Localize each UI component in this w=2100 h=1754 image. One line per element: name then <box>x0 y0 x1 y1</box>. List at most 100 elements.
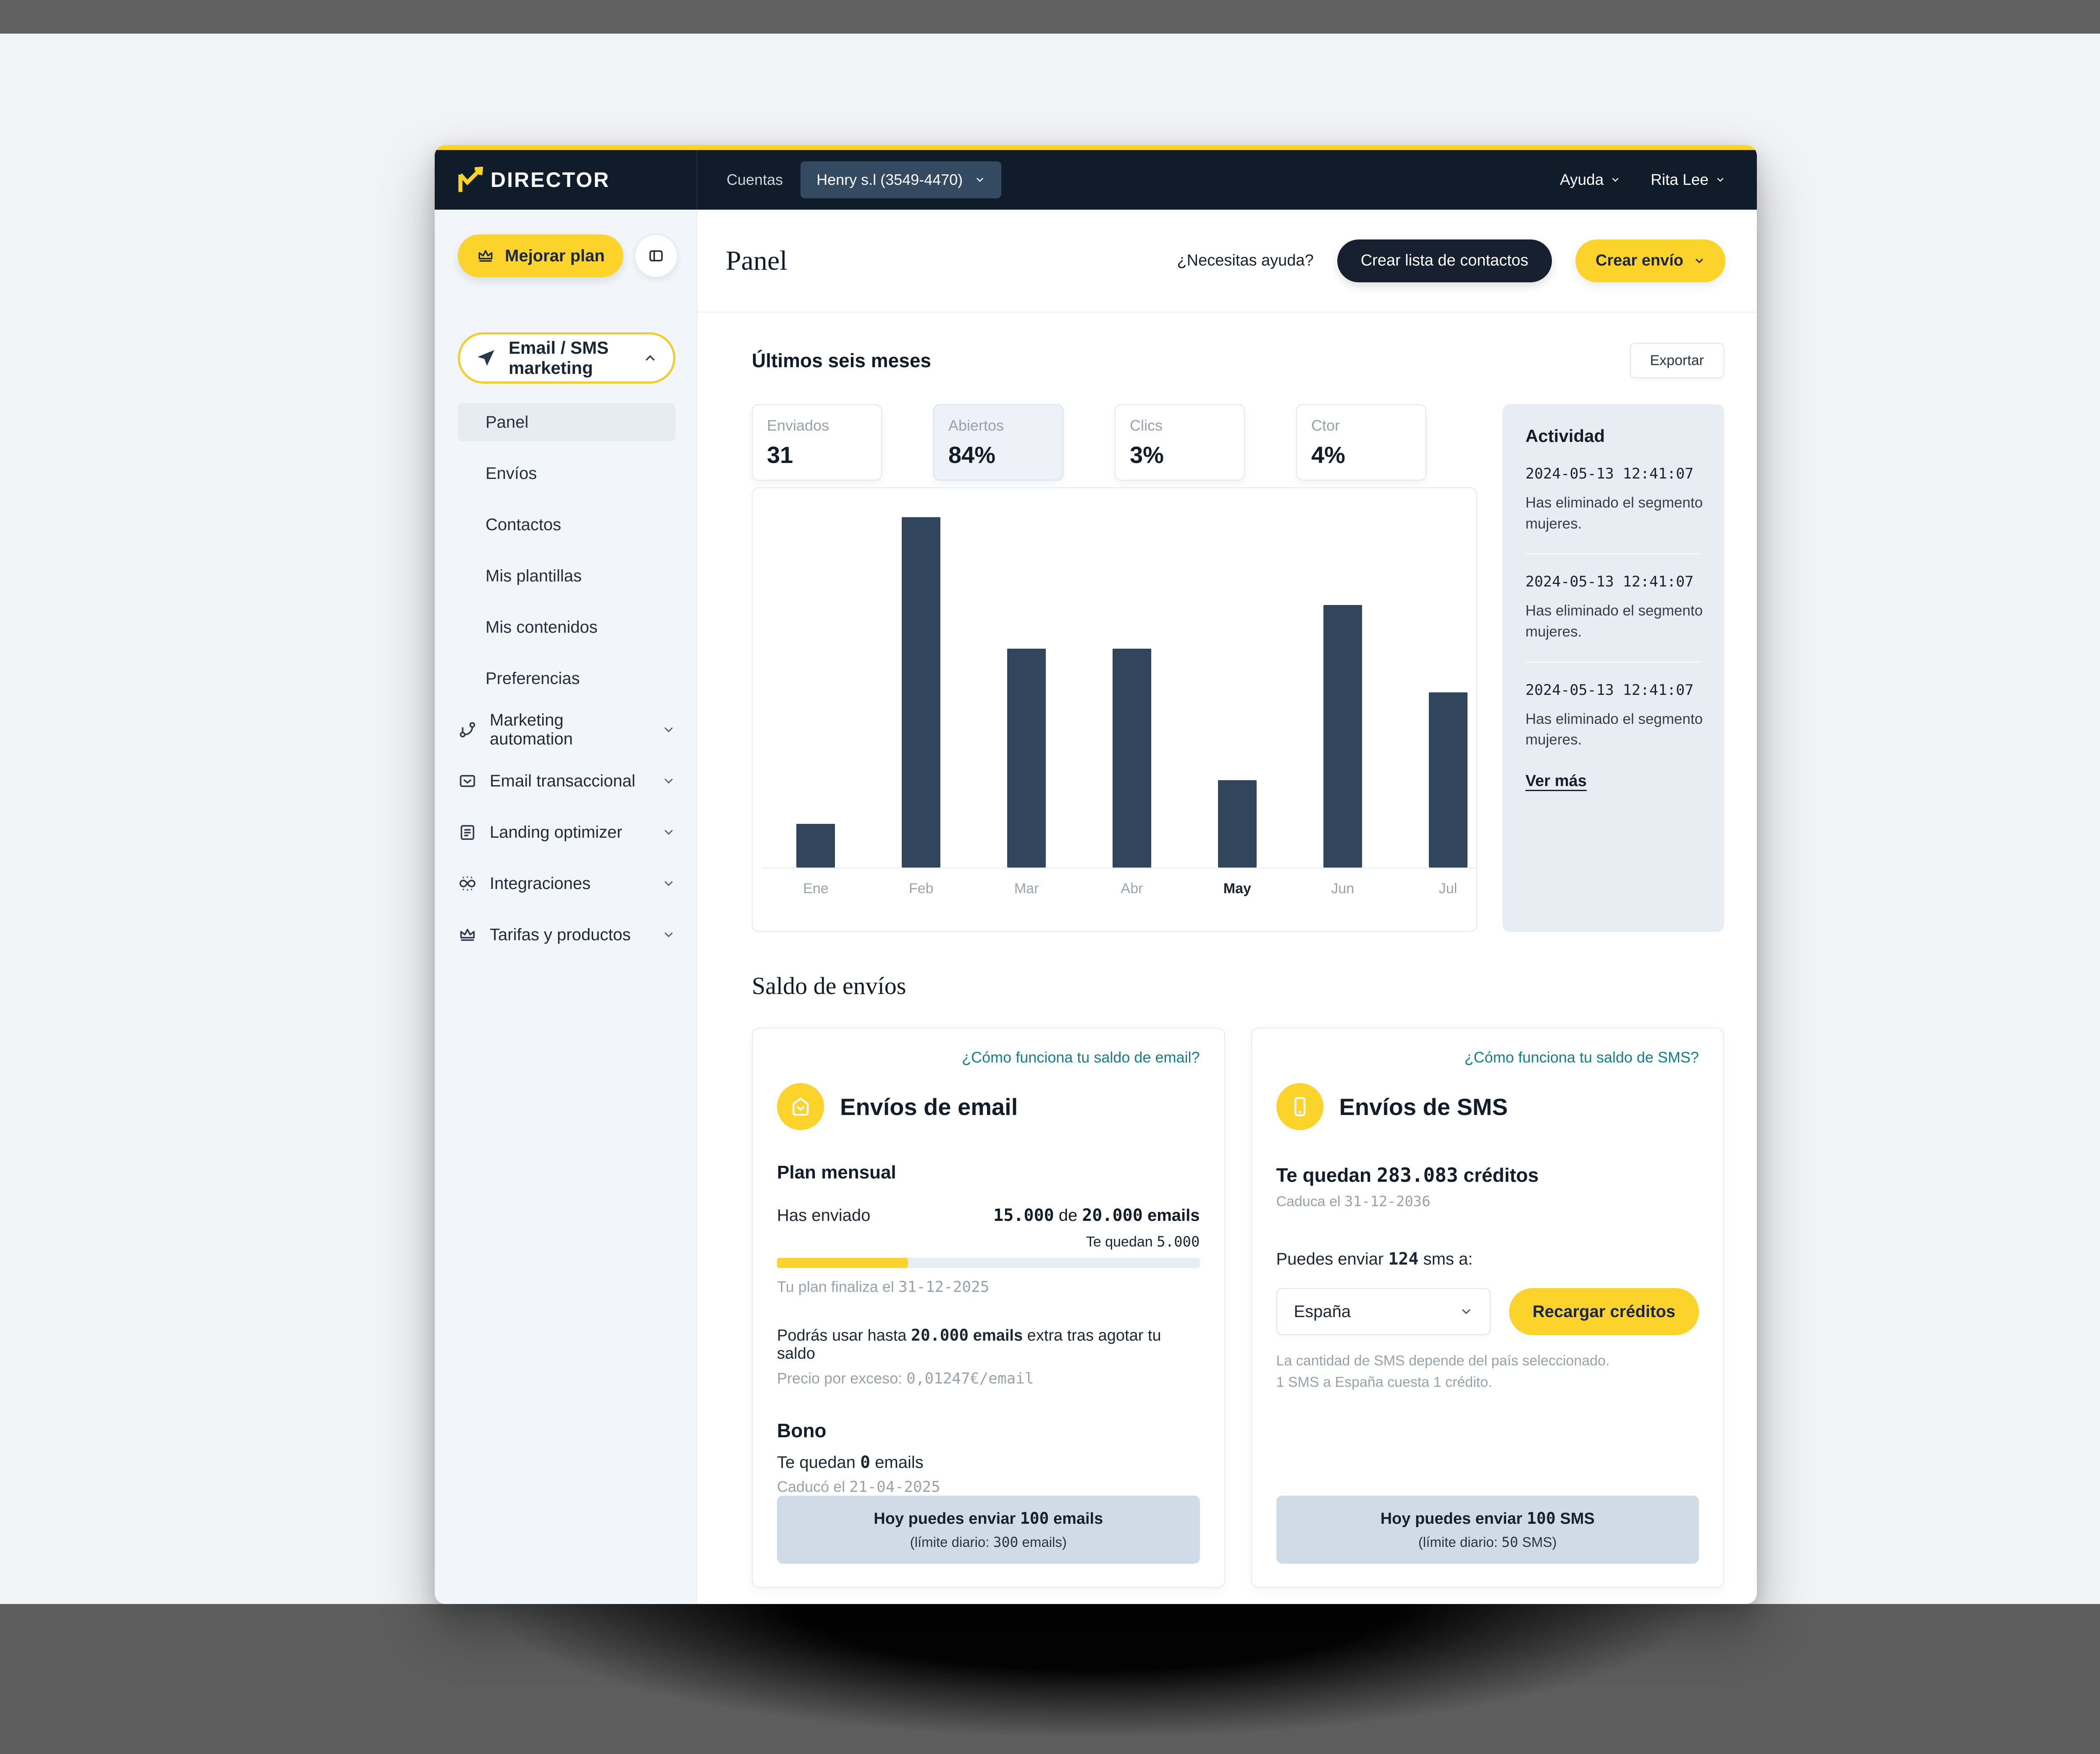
brand-logo: DIRECTOR <box>435 150 697 210</box>
overview-header: Últimos seis meses Exportar <box>752 343 1724 378</box>
plan-title: Plan mensual <box>777 1162 896 1183</box>
divider <box>1525 553 1701 555</box>
window-drop-shadow <box>399 1604 1793 1754</box>
chart-bar <box>796 823 835 868</box>
account-selector[interactable]: Henry s.l (3549-4470) <box>801 161 1002 198</box>
need-help-link[interactable]: ¿Necesitas ayuda? <box>1177 252 1314 269</box>
sidebar-group-label: Integraciones <box>490 874 591 893</box>
sms-controls: España Recargar créditos <box>1276 1288 1699 1335</box>
sidebar-item-mis-contenidos[interactable]: Mis contenidos <box>458 608 675 647</box>
page-body: Últimos seis meses Exportar Enviados 31 … <box>697 313 1757 1604</box>
sent-emails-bar-chart: Ene Feb Mar Abr May Jun Jul <box>752 487 1477 932</box>
chart-inner: Ene Feb Mar Abr May Jun Jul <box>763 517 1476 909</box>
chart-bar <box>1007 648 1046 868</box>
chart-column <box>1184 517 1290 868</box>
sidebar-section-label: Email / SMS marketing <box>509 338 609 378</box>
stat-card-enviados[interactable]: Enviados 31 <box>752 404 882 481</box>
chevron-down-icon <box>662 928 675 941</box>
sidebar-group-email-transaccional[interactable]: Email transaccional <box>458 762 675 800</box>
accounts-label: Cuentas <box>727 171 783 188</box>
export-button[interactable]: Exportar <box>1630 343 1724 378</box>
chevron-down-icon <box>1693 255 1705 267</box>
stat-label: Clics <box>1130 417 1163 434</box>
chart-x-label: Feb <box>908 880 934 897</box>
main-content: Panel ¿Necesitas ayuda? Crear lista de c… <box>697 210 1757 1604</box>
activity-timestamp: 2024-05-13 12:41:07 <box>1525 465 1694 482</box>
nav-user-menu[interactable]: Rita Lee <box>1651 171 1725 189</box>
excess-price-line: Precio por exceso: 0,01247€/email <box>777 1370 1034 1387</box>
chevron-down-icon <box>662 877 675 890</box>
activity-text: Has eliminado el segmento mujeres. <box>1525 494 1703 532</box>
chart-x-label: Abr <box>1121 880 1143 897</box>
chevron-up-icon <box>643 351 657 365</box>
mdirector-m-icon <box>458 167 487 193</box>
daily-send-line: Hoy puedes enviar 100 SMS <box>1380 1509 1595 1528</box>
sidebar-group-label: Tarifas y productos <box>490 925 631 944</box>
chart-bar <box>1218 780 1257 868</box>
balance-cards: ¿Cómo funciona tu saldo de email? Envíos… <box>752 1028 1724 1588</box>
sidebar-item-label: Panel <box>486 413 529 431</box>
can-send-line: Puedes enviar 124 sms a: <box>1276 1249 1473 1269</box>
chart-column <box>974 517 1079 868</box>
sent-label: Has enviado <box>777 1206 871 1225</box>
sidebar-group-landing-optimizer[interactable]: Landing optimizer <box>458 813 675 852</box>
top-accent-strip <box>435 145 1757 150</box>
sidebar-group-label: Landing optimizer <box>490 823 622 841</box>
sidebar-item-envios[interactable]: Envíos <box>458 454 675 493</box>
sms-balance-help-link[interactable]: ¿Cómo funciona tu saldo de SMS? <box>1464 1049 1699 1066</box>
sidebar-item-panel[interactable]: Panel <box>458 403 675 442</box>
page-title: Panel <box>726 245 788 276</box>
nav-help-label: Ayuda <box>1559 171 1604 188</box>
email-balance-help-link[interactable]: ¿Cómo funciona tu saldo de email? <box>962 1049 1200 1066</box>
sidebar-item-preferencias[interactable]: Preferencias <box>458 659 675 698</box>
sidebar-group-tarifas-y-productos[interactable]: Tarifas y productos <box>458 915 675 954</box>
crown-icon <box>458 925 477 944</box>
divider <box>1525 661 1701 663</box>
chart-x-label: Mar <box>1014 880 1039 897</box>
sms-note-1: La cantidad de SMS depende del país sele… <box>1276 1353 1610 1369</box>
sidebar-group-marketing-automation[interactable]: Marketing automation <box>458 710 675 749</box>
email-envelope-icon <box>777 1083 824 1130</box>
sidebar-item-label: Mis plantillas <box>486 566 582 585</box>
chevron-down-icon <box>662 723 675 736</box>
country-select[interactable]: España <box>1276 1288 1491 1335</box>
header-actions: ¿Necesitas ayuda? Crear lista de contact… <box>1177 239 1725 282</box>
bono-expiry-line: Caducó el 21-04-2025 <box>777 1478 940 1496</box>
see-more-link[interactable]: Ver más <box>1525 772 1587 790</box>
sidebar-group-integraciones[interactable]: Integraciones <box>458 864 675 903</box>
top-navbar: DIRECTOR Cuentas Henry s.l (3549-4470) A… <box>435 150 1757 210</box>
app-window: DIRECTOR Cuentas Henry s.l (3549-4470) A… <box>435 145 1757 1604</box>
smartphone-icon <box>1276 1083 1323 1130</box>
stat-label: Abiertos <box>948 417 1004 434</box>
chart-bar <box>1428 692 1467 868</box>
sidebar-item-label: Contactos <box>486 515 562 534</box>
stat-card-clics[interactable]: Clics 3% <box>1115 404 1245 481</box>
crown-icon <box>476 247 495 265</box>
stat-label: Ctor <box>1311 417 1340 434</box>
nav-help-menu[interactable]: Ayuda <box>1560 171 1620 189</box>
overview-title: Últimos seis meses <box>752 350 932 371</box>
chart-x-labels: Ene Feb Mar Abr May Jun Jul <box>763 868 1476 909</box>
activity-text: Has eliminado el segmento mujeres. <box>1525 710 1703 748</box>
create-contact-list-button[interactable]: Crear lista de contactos <box>1337 239 1552 282</box>
chart-x-label: Jul <box>1438 880 1457 897</box>
recharge-credits-button[interactable]: Recargar créditos <box>1509 1288 1699 1335</box>
chevron-down-icon <box>1610 175 1620 185</box>
sidebar-section-email-sms-marketing[interactable]: Email / SMS marketing <box>458 332 675 384</box>
email-card-title: Envíos de email <box>840 1093 1018 1120</box>
upgrade-plan-button[interactable]: Mejorar plan <box>458 234 623 277</box>
email-progress-bar <box>777 1258 1200 1268</box>
chevron-down-icon <box>1460 1305 1473 1318</box>
sidebar-item-mis-plantillas[interactable]: Mis plantillas <box>458 557 675 595</box>
sent-row: Has enviado 15.000 de 20.000 emails <box>777 1206 1200 1225</box>
chevron-down-icon <box>1715 175 1725 185</box>
daily-limit-line: (límite diario: 50 SMS) <box>1418 1534 1557 1550</box>
bono-remaining-line: Te quedan 0 emails <box>777 1453 924 1472</box>
brand-name: DIRECTOR <box>491 168 610 192</box>
create-send-button[interactable]: Crear envío <box>1575 239 1725 282</box>
stat-card-ctor[interactable]: Ctor 4% <box>1296 404 1426 481</box>
stat-card-abiertos[interactable]: Abiertos 84% <box>933 404 1063 481</box>
remaining-line: Te quedan 5.000 <box>1086 1233 1200 1250</box>
collapse-sidebar-button[interactable] <box>634 234 678 278</box>
sidebar-item-contactos[interactable]: Contactos <box>458 505 675 544</box>
